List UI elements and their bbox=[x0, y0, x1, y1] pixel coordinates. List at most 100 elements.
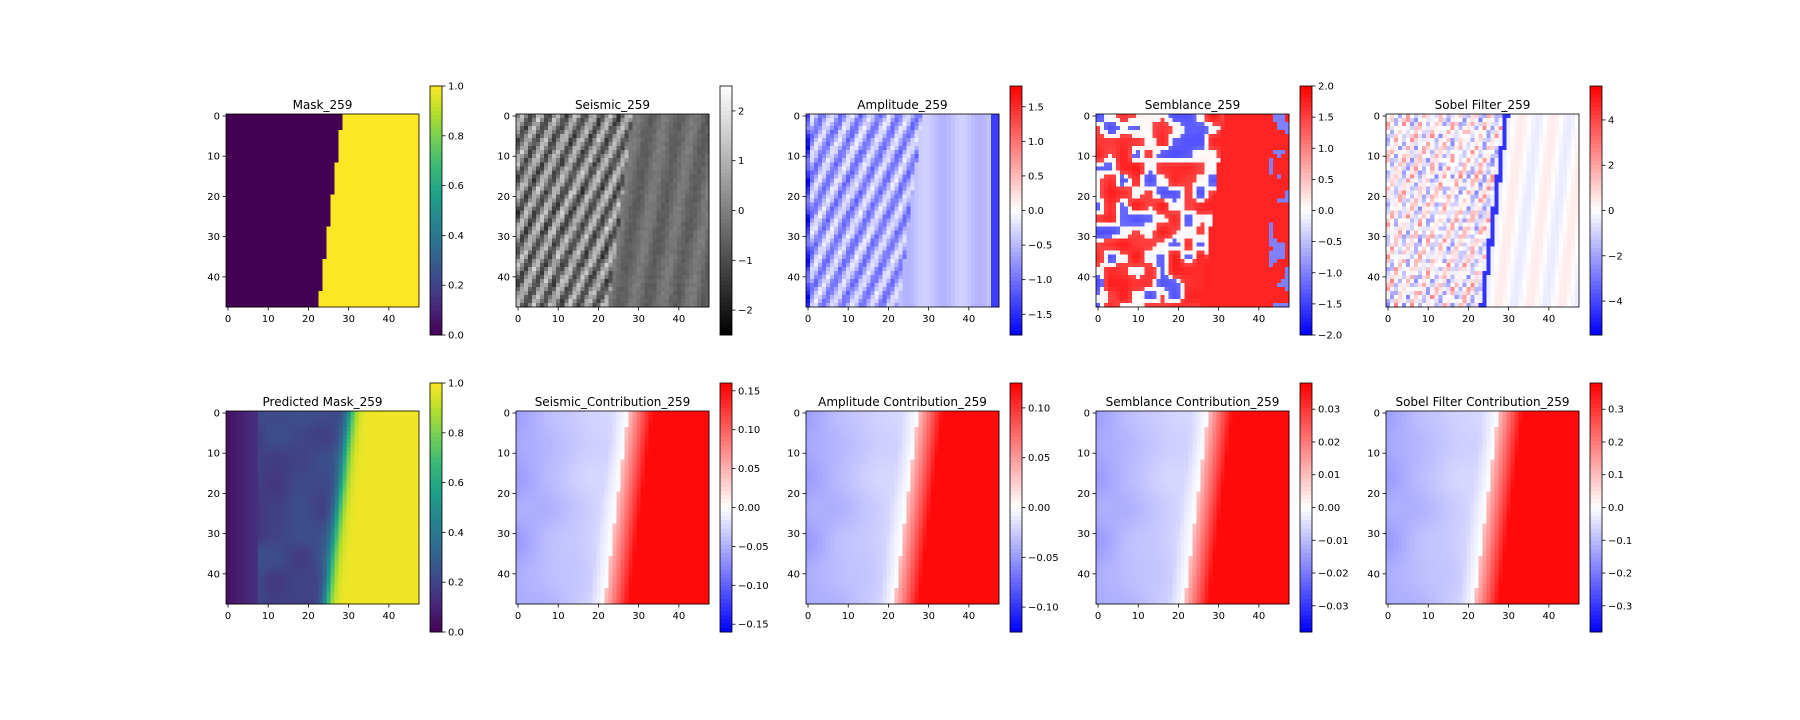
heatmap-cell bbox=[524, 118, 529, 123]
heatmap-cell bbox=[524, 186, 529, 191]
heatmap-cell bbox=[596, 206, 601, 211]
heatmap-cell bbox=[572, 178, 577, 183]
heatmap-cell bbox=[386, 174, 392, 179]
heatmap-cell bbox=[692, 178, 698, 183]
heatmap-cell bbox=[346, 186, 351, 191]
heatmap-cell bbox=[624, 190, 629, 195]
heatmap-cell bbox=[390, 210, 396, 215]
heatmap-cell bbox=[406, 162, 412, 167]
heatmap-cell bbox=[366, 254, 372, 260]
heatmap-cell bbox=[322, 230, 327, 235]
heatmap-cell bbox=[246, 250, 251, 256]
heatmap-cell bbox=[274, 262, 279, 268]
heatmap-cell bbox=[648, 202, 654, 207]
heatmap-cell bbox=[520, 266, 525, 272]
heatmap-cell bbox=[830, 114, 835, 119]
heatmap-cell bbox=[374, 242, 380, 248]
heatmap-cell bbox=[342, 294, 347, 300]
heatmap-cell bbox=[342, 142, 347, 147]
heatmap-cell bbox=[306, 294, 311, 300]
heatmap-cell bbox=[346, 250, 351, 256]
heatmap-cell bbox=[700, 294, 706, 300]
heatmap-cell bbox=[254, 262, 259, 268]
heatmap-cell bbox=[298, 122, 303, 127]
heatmap-cell bbox=[548, 166, 553, 171]
heatmap-cell bbox=[294, 294, 299, 300]
heatmap-cell bbox=[314, 230, 319, 235]
heatmap-cell bbox=[338, 150, 343, 155]
heatmap-cell bbox=[950, 122, 956, 127]
heatmap-cell bbox=[700, 146, 706, 151]
heatmap-cell bbox=[382, 130, 388, 135]
heatmap-cell bbox=[270, 250, 275, 256]
heatmap-cell bbox=[568, 126, 573, 131]
heatmap-cell bbox=[632, 230, 637, 235]
heatmap-cell bbox=[660, 234, 666, 239]
heatmap-cell bbox=[358, 274, 364, 280]
heatmap-cell bbox=[600, 178, 605, 183]
colorbar-band bbox=[430, 98, 442, 103]
heatmap-cell bbox=[314, 286, 319, 292]
heatmap-cell bbox=[242, 230, 247, 235]
heatmap-cell bbox=[668, 166, 674, 171]
heatmap-cell bbox=[568, 250, 573, 256]
heatmap-cell bbox=[544, 262, 549, 268]
heatmap-cell bbox=[620, 230, 625, 235]
heatmap-cell bbox=[334, 158, 339, 163]
heatmap-cell bbox=[668, 194, 674, 199]
colorbar-band bbox=[720, 272, 732, 278]
heatmap-cell bbox=[524, 158, 529, 163]
heatmap-cell bbox=[516, 174, 521, 179]
heatmap-cell bbox=[266, 234, 271, 239]
heatmap-cell bbox=[548, 134, 553, 139]
heatmap-cell bbox=[600, 230, 605, 235]
heatmap-cell bbox=[604, 194, 609, 199]
heatmap-cell bbox=[290, 230, 295, 235]
heatmap-cell bbox=[366, 218, 372, 223]
heatmap-cell bbox=[584, 242, 589, 248]
heatmap-cell bbox=[230, 138, 235, 143]
heatmap-cell bbox=[704, 250, 710, 256]
heatmap-cell bbox=[322, 162, 327, 167]
heatmap-cell bbox=[246, 154, 251, 159]
heatmap-cell bbox=[532, 254, 537, 260]
heatmap-cell bbox=[624, 142, 629, 147]
heatmap-cell bbox=[600, 222, 605, 227]
heatmap-cell bbox=[568, 246, 573, 252]
heatmap-cell bbox=[660, 222, 666, 227]
heatmap-cell bbox=[576, 214, 581, 219]
heatmap-cell bbox=[580, 118, 585, 123]
heatmap-cell bbox=[970, 118, 976, 123]
heatmap-cell bbox=[624, 114, 629, 119]
heatmap-cell bbox=[306, 130, 311, 135]
heatmap-cell bbox=[274, 210, 279, 215]
heatmap-cell bbox=[580, 250, 585, 256]
heatmap-cell bbox=[282, 126, 287, 131]
heatmap-cell bbox=[398, 202, 404, 207]
heatmap-cell bbox=[970, 114, 976, 119]
heatmap-cell bbox=[640, 250, 646, 256]
heatmap-cell bbox=[398, 198, 404, 203]
heatmap-cell bbox=[688, 174, 694, 179]
heatmap-cell bbox=[572, 162, 577, 167]
heatmap-cell bbox=[616, 134, 621, 139]
heatmap-cell bbox=[628, 138, 633, 143]
heatmap-cell bbox=[644, 298, 650, 304]
heatmap-cell bbox=[370, 282, 376, 288]
heatmap-cell bbox=[688, 294, 694, 300]
heatmap-cell bbox=[226, 154, 231, 159]
heatmap-cell bbox=[628, 278, 633, 284]
heatmap-cell bbox=[262, 278, 267, 284]
heatmap-cell bbox=[636, 226, 641, 231]
heatmap-cell bbox=[600, 134, 605, 139]
heatmap-cell bbox=[516, 130, 521, 135]
heatmap-cell bbox=[318, 262, 323, 268]
heatmap-cell bbox=[854, 122, 859, 127]
heatmap-cell bbox=[286, 134, 291, 139]
heatmap-cell bbox=[230, 158, 235, 163]
heatmap-cell bbox=[378, 286, 384, 292]
heatmap-cell bbox=[632, 250, 637, 256]
heatmap-cell bbox=[394, 234, 400, 239]
heatmap-cell bbox=[374, 230, 380, 235]
heatmap-cell bbox=[584, 234, 589, 239]
